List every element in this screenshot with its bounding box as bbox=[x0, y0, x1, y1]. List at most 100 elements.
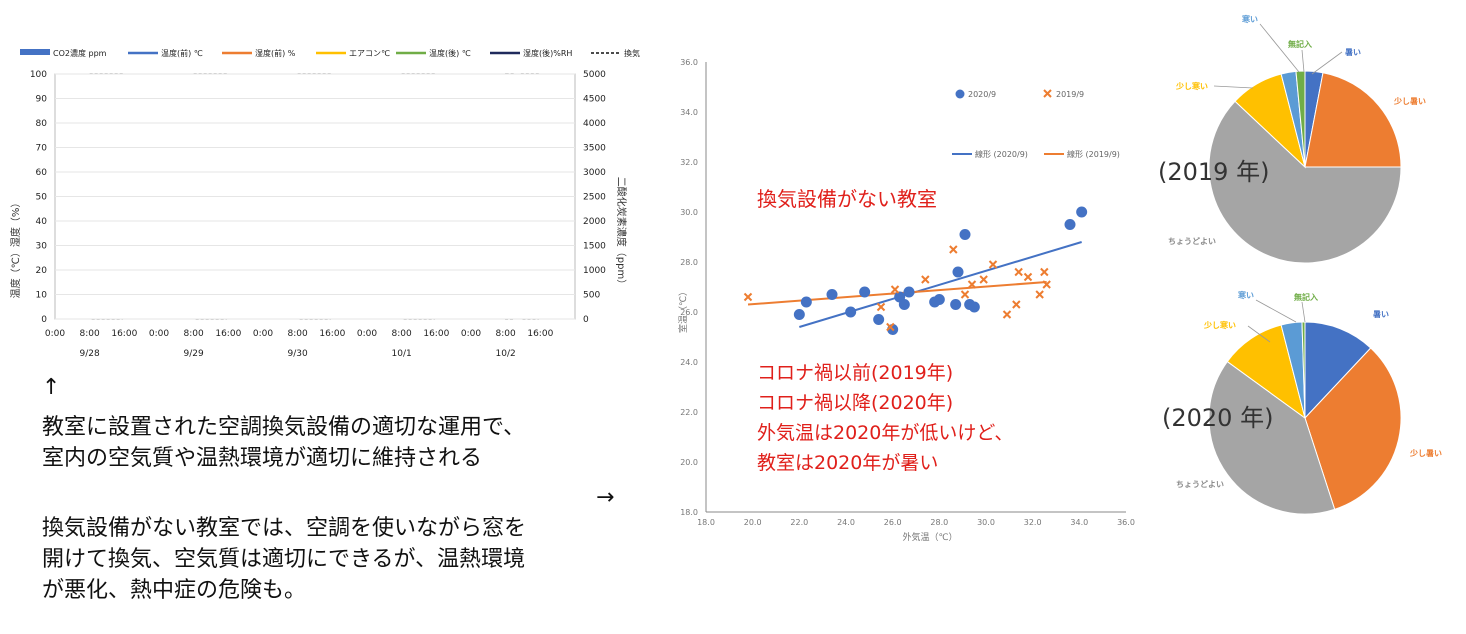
pie-label: 無記入 bbox=[1288, 39, 1312, 49]
scatter-point-2019 bbox=[886, 322, 895, 332]
x-mark-stroke bbox=[1002, 310, 1012, 319]
scatter-x-tick: 26.0 bbox=[884, 518, 902, 527]
pie-label: 少し暑い bbox=[1409, 448, 1442, 458]
scatter-point-2019 bbox=[1040, 267, 1049, 277]
scatter-x-tick: 28.0 bbox=[930, 518, 948, 527]
scatter-y-tick: 26.0 bbox=[680, 308, 698, 317]
scatter-y-tick: 24.0 bbox=[680, 358, 698, 367]
timeseries-chart: CO2濃度 ppm 温度(前) ℃ 湿度(前) % エアコン℃ 温度(後) ℃ 湿度(後)… bbox=[9, 48, 640, 359]
scatter-legend: 2020/9 2019/9 線形 (2020/9) 線形 (2019/9) bbox=[952, 89, 1120, 159]
pie-slice bbox=[1295, 70, 1306, 168]
scatter-x-axis-label: 外気温（℃） bbox=[902, 531, 957, 543]
scatter-plot-area: 18.0 20.0 22.0 24.0 26.0 28.0 30.0 32.0 34.0 36.0… bbox=[680, 58, 1135, 527]
pie-2019-title: (2019 年) bbox=[1158, 158, 1270, 186]
pie-slice bbox=[1304, 321, 1372, 420]
y-tick-left: 80 bbox=[36, 119, 48, 129]
scatter-point-2019 bbox=[988, 260, 998, 269]
x-mark-stroke bbox=[890, 285, 900, 294]
scatter-annotation-2: コロナ禍以降(2020年) bbox=[757, 392, 954, 414]
x-mark-stroke bbox=[979, 275, 988, 284]
date-label: 9/29 bbox=[184, 349, 204, 359]
leader-line bbox=[1247, 325, 1271, 343]
scatter-x-tick: 36.0 bbox=[1117, 518, 1135, 527]
pie-label: 少し寒い bbox=[1175, 81, 1208, 91]
x-mark-stroke bbox=[886, 322, 895, 332]
scatter-point-2020 bbox=[1076, 206, 1088, 218]
scatter-point-2020 bbox=[968, 301, 980, 313]
y-tick-right: 2500 bbox=[583, 193, 606, 203]
scatter-annotation-3: 外気温は2020年が低いけど、 bbox=[757, 422, 1014, 444]
scatter-point-2020 bbox=[859, 286, 871, 298]
y-axis-label-left: 温度（℃）湿度（%） bbox=[9, 198, 22, 299]
y-tick-right: 500 bbox=[583, 291, 600, 301]
scatter-x-tick: 32.0 bbox=[1024, 518, 1042, 527]
legend-label: 換気 bbox=[624, 48, 640, 58]
x-tick: 16:00 bbox=[423, 329, 449, 339]
leader-line bbox=[1255, 299, 1297, 323]
scatter-point-2020 bbox=[826, 289, 838, 300]
pie-slice bbox=[1208, 100, 1402, 264]
scatter-chart: 18.0 20.0 22.0 24.0 26.0 28.0 30.0 32.0 34.0 36.0… bbox=[677, 58, 1135, 543]
date-label: 10/2 bbox=[496, 349, 516, 359]
x-tick: 0:00 bbox=[253, 329, 273, 339]
y-tick-left: 10 bbox=[36, 291, 48, 301]
scatter-point-2020 bbox=[950, 299, 962, 310]
scatter-point-2020 bbox=[873, 314, 885, 325]
legend-label: CO2濃度 ppm bbox=[53, 48, 107, 58]
scatter-x-tick: 22.0 bbox=[790, 518, 808, 527]
x-mark-stroke bbox=[876, 302, 886, 312]
y-tick-left: 50 bbox=[36, 193, 48, 203]
x-mark-stroke bbox=[988, 260, 998, 269]
legend-marker-2020 bbox=[955, 89, 965, 99]
scatter-point-2019 bbox=[960, 290, 970, 299]
pie-label: 少し寒い bbox=[1203, 320, 1236, 330]
x-tick: 8:00 bbox=[288, 329, 308, 339]
x-tick: 16:00 bbox=[527, 329, 553, 339]
scatter-point-2019 bbox=[876, 302, 886, 312]
scatter-point-2020 bbox=[1064, 219, 1076, 230]
up-arrow: ↑ bbox=[42, 375, 61, 400]
x-tick: 16:00 bbox=[215, 329, 241, 339]
right-arrow: → bbox=[596, 485, 615, 510]
scatter-point-2020 bbox=[793, 309, 805, 320]
trendline bbox=[799, 241, 1082, 328]
y-tick-right: 3500 bbox=[583, 144, 606, 154]
scatter-x-tick: 34.0 bbox=[1070, 518, 1088, 527]
scatter-point-2019 bbox=[1042, 280, 1051, 289]
x-mark-stroke bbox=[1043, 89, 1052, 98]
x-tick: 8:00 bbox=[184, 329, 204, 339]
x-mark-stroke bbox=[743, 292, 753, 302]
legend-swatch bbox=[20, 49, 50, 55]
pie-label: 無記入 bbox=[1294, 292, 1318, 302]
pie-label: 寒い bbox=[1241, 14, 1258, 24]
scatter-x-tick: 20.0 bbox=[744, 518, 762, 527]
scatter-point-2019 bbox=[1002, 310, 1012, 319]
y-axis-label-right: 二酸化炭素濃度（ppm） bbox=[615, 177, 628, 289]
scatter-point-2020 bbox=[933, 294, 945, 305]
x-mark-stroke bbox=[1014, 267, 1023, 277]
scatter-x-tick: 18.0 bbox=[697, 518, 715, 527]
y-tick-right: 2000 bbox=[583, 217, 606, 227]
scatter-point-2020 bbox=[845, 306, 857, 318]
y-tick-left: 30 bbox=[36, 242, 48, 252]
y-tick-right: 0 bbox=[583, 315, 589, 325]
scatter-y-axis-label: 室温（℃） bbox=[677, 287, 689, 333]
x-tick: 16:00 bbox=[111, 329, 137, 339]
scatter-point-2020 bbox=[898, 299, 910, 310]
pie-slice bbox=[1304, 347, 1402, 510]
pie-label: 寒い bbox=[1237, 290, 1254, 300]
legend-marker-2019 bbox=[1043, 89, 1052, 98]
x-mark-stroke bbox=[1040, 267, 1049, 277]
scatter-y-tick: 18.0 bbox=[680, 508, 698, 517]
y-tick-left: 0 bbox=[41, 315, 47, 325]
legend-label: エアコン℃ bbox=[349, 49, 390, 58]
pie-slice bbox=[1304, 72, 1402, 168]
leader-line bbox=[1301, 49, 1305, 73]
scatter-annotation-title: 換気設備がない教室 bbox=[757, 187, 937, 211]
x-mark-stroke bbox=[1023, 272, 1033, 282]
pie-label: ちょうどよい bbox=[1168, 236, 1216, 246]
pie-slice bbox=[1226, 324, 1306, 420]
note-line-1: 教室に設置された空調換気設備の適切な運用で、 bbox=[42, 415, 526, 440]
pie-label: 暑い bbox=[1344, 47, 1361, 57]
